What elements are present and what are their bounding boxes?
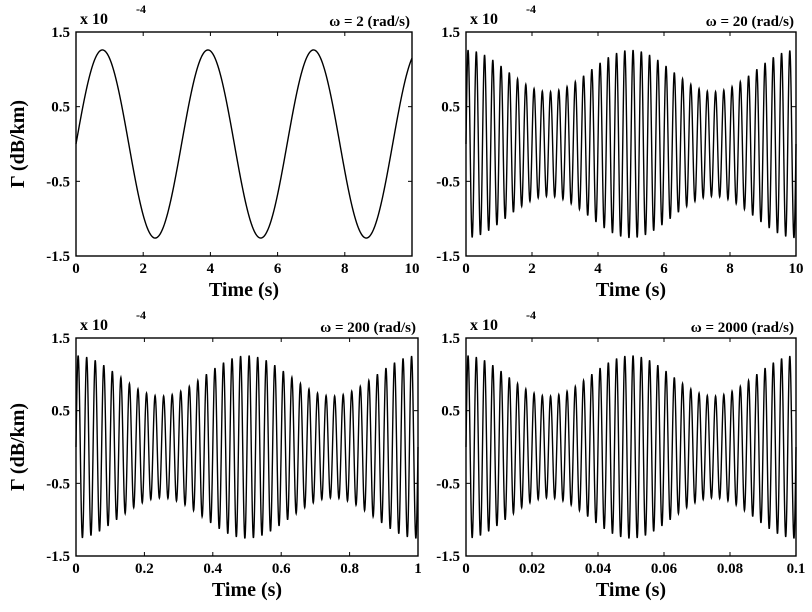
- y-tick-label: -0.5: [436, 174, 460, 190]
- y-tick-label: 0.5: [51, 404, 70, 420]
- y-tick-label: 0.5: [51, 100, 70, 116]
- y-axis-title: Γ (dB/km): [7, 100, 29, 188]
- x-tick-label: 0: [72, 561, 80, 577]
- chart-panel-4: 0 0.02 0.04 0.06 0.08 0.1 1.5 0.5 -0.5 -1.5 x 10 -4…: [436, 308, 805, 601]
- x-tick-label: 0.04: [585, 561, 612, 577]
- x-tick-label: 0: [462, 261, 470, 277]
- x-axis-title: Time (s): [596, 579, 666, 601]
- chart-title: ω = 2000 (rad/s): [691, 320, 794, 336]
- chart-title: ω = 200 (rad/s): [320, 320, 416, 336]
- y-tick-label: -1.5: [46, 549, 70, 565]
- axis-multiplier-exponent: -4: [526, 308, 536, 322]
- axis-multiplier: x 10: [470, 11, 498, 28]
- series-line-1: [465, 49, 797, 239]
- x-tick-label: 0.06: [651, 561, 678, 577]
- y-tick-label: 1.5: [441, 331, 460, 347]
- x-tick-label: 4: [594, 261, 602, 277]
- series-line-1: [75, 355, 419, 539]
- x-tick-label: 0.2: [135, 561, 154, 577]
- axis-multiplier-exponent: -4: [136, 308, 146, 322]
- chart-panel-2: 0 2 4 6 8 10 1.5 0.5 -0.5 -1.5 x 10 -4 ω = 20 (rad/s…: [436, 2, 803, 301]
- y-tick-label: -0.5: [46, 476, 70, 492]
- y-tick-label: 1.5: [51, 25, 70, 41]
- y-tick-label: -1.5: [436, 249, 460, 265]
- x-tick-label: 4: [207, 261, 215, 277]
- x-tick-label: 0.8: [340, 561, 359, 577]
- x-tick-label: 0.1: [787, 561, 806, 577]
- y-tick-label: -1.5: [46, 249, 70, 265]
- axis-multiplier: x 10: [80, 317, 108, 334]
- x-tick-label: 2: [528, 261, 536, 277]
- y-tick-label: 1.5: [51, 331, 70, 347]
- x-tick-label: 6: [660, 261, 668, 277]
- x-tick-label: 0.6: [272, 561, 291, 577]
- chart-panel-1: 0 2 4 6 8 10 1.5 0.5 -0.5 -1.5 x 10 -4 ω = 2 (rad/s)…: [7, 2, 420, 301]
- chart-panel-3: 0 0.2 0.4 0.6 0.8 1 1.5 0.5 -0.5 -1.5 x 10 -4 ω = 20…: [7, 308, 422, 601]
- axis-multiplier-exponent: -4: [136, 2, 146, 16]
- x-tick-label: 0.02: [519, 561, 545, 577]
- axis-multiplier: x 10: [80, 11, 108, 28]
- chart-title: ω = 20 (rad/s): [706, 14, 794, 30]
- x-tick-label: 2: [139, 261, 147, 277]
- x-tick-label: 0.4: [203, 561, 222, 577]
- y-tick-label: 0.5: [441, 100, 460, 116]
- y-axis-title: Γ (dB/km): [7, 403, 29, 491]
- x-tick-label: 8: [341, 261, 349, 277]
- axis-multiplier-exponent: -4: [526, 2, 536, 16]
- y-tick-label: 1.5: [441, 25, 460, 41]
- x-axis-title: Time (s): [596, 279, 666, 301]
- y-tick-label: 0.5: [441, 404, 460, 420]
- y-tick-label: -0.5: [46, 174, 70, 190]
- x-axis-title: Time (s): [212, 579, 282, 601]
- y-tick-label: -0.5: [436, 476, 460, 492]
- series-line-1: [465, 355, 797, 539]
- x-tick-label: 10: [789, 261, 804, 277]
- x-tick-label: 0: [462, 561, 470, 577]
- axis-multiplier: x 10: [470, 317, 498, 334]
- x-tick-label: 6: [274, 261, 282, 277]
- x-tick-label: 0.08: [717, 561, 743, 577]
- series-line-1: [75, 49, 413, 239]
- x-axis-title: Time (s): [209, 279, 279, 301]
- x-tick-label: 8: [726, 261, 734, 277]
- y-tick-label: -1.5: [436, 549, 460, 565]
- x-tick-label: 0: [72, 261, 80, 277]
- x-tick-label: 1: [414, 561, 422, 577]
- plot-frame: [75, 31, 413, 257]
- x-tick-label: 10: [405, 261, 420, 277]
- chart-title: ω = 2 (rad/s): [329, 14, 410, 30]
